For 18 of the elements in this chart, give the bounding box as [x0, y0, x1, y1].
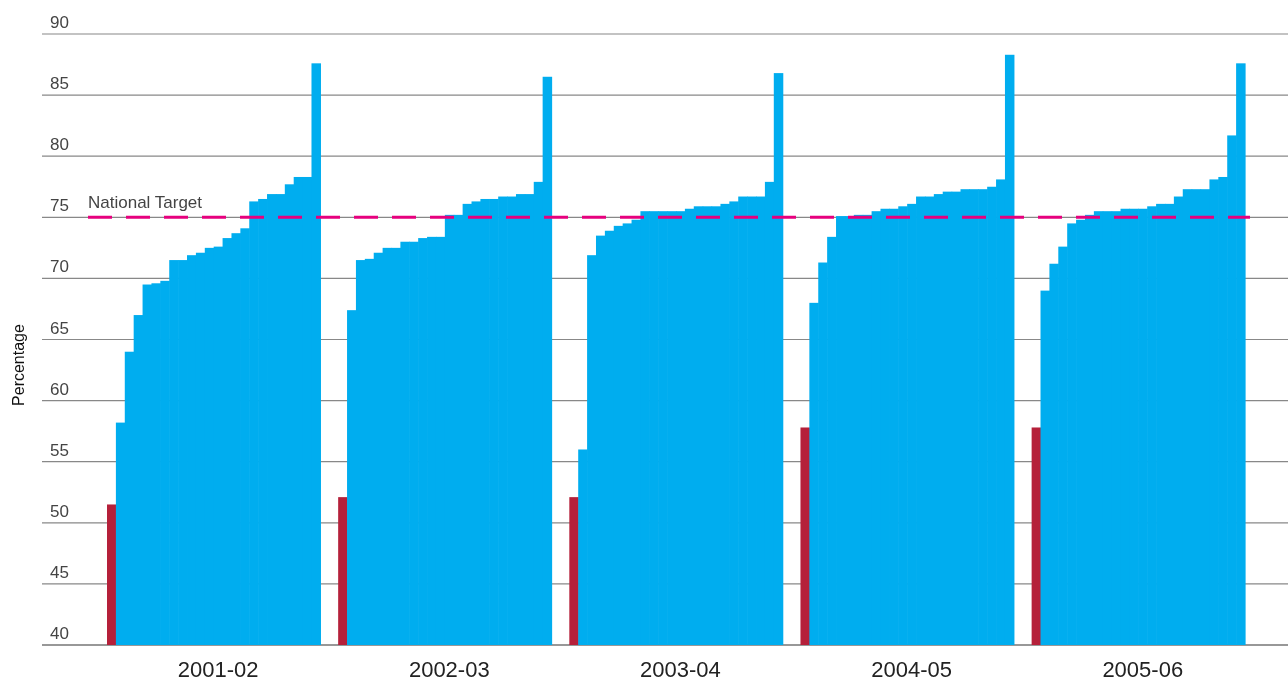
y-tick-label: 65 — [50, 318, 69, 338]
x-tick-label: 2004-05 — [871, 657, 952, 679]
y-tick-label: 60 — [50, 379, 69, 399]
y-tick-label: 75 — [50, 196, 69, 216]
y-tick-label: 55 — [50, 440, 69, 460]
x-tick-label: 2003-04 — [640, 657, 721, 679]
y-axis-title: Percentage — [10, 323, 27, 406]
y-tick-label: 70 — [50, 257, 69, 277]
y-tick-label: 90 — [50, 13, 69, 32]
y-tick-label: 40 — [50, 624, 69, 643]
x-tick-label: 2005-06 — [1102, 657, 1184, 679]
y-tick-label: 80 — [50, 135, 69, 155]
x-tick-label: 2001-02 — [177, 657, 259, 679]
y-tick-label: 50 — [50, 501, 69, 521]
ref-line-label: National Target — [88, 193, 203, 213]
y-tick-label: 45 — [50, 562, 69, 582]
x-tick-label: 2002-03 — [408, 657, 490, 679]
y-tick-label: 85 — [50, 74, 69, 94]
